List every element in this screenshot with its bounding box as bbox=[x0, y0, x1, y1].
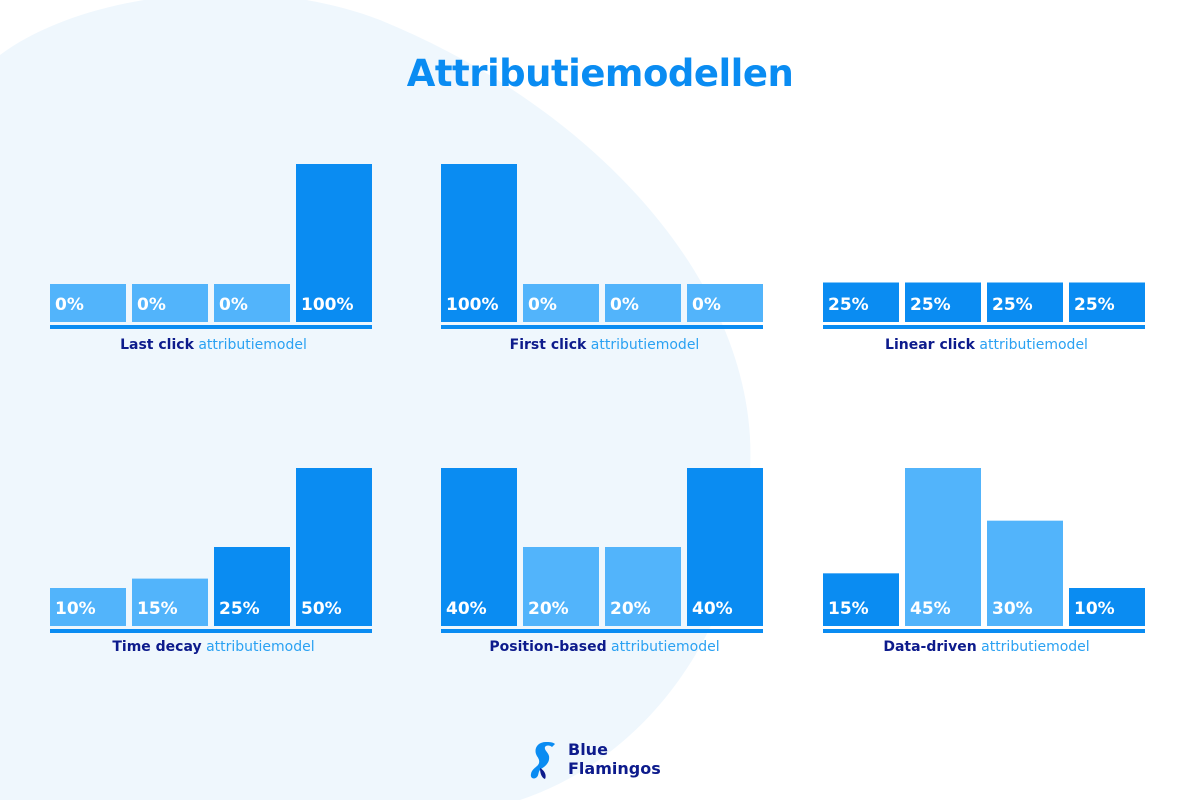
bar-value-label: 0% bbox=[55, 295, 84, 315]
chart-caption: Position-based attributiemodel bbox=[401, 639, 808, 655]
bar bbox=[823, 573, 899, 626]
bar bbox=[987, 282, 1063, 322]
bar-value-label: 25% bbox=[1074, 295, 1115, 315]
bar-value-label: 20% bbox=[610, 599, 651, 619]
caption-suffix: attributiemodel bbox=[606, 639, 720, 655]
bar-value-label: 0% bbox=[528, 295, 557, 315]
caption-model-name: First click bbox=[509, 337, 587, 353]
bar-value-label: 45% bbox=[910, 599, 951, 619]
chart-last-click: 0% 0% 0% 100% Last click attributiemodel bbox=[50, 148, 377, 368]
brand-line-1: Blue bbox=[568, 740, 608, 759]
bar bbox=[987, 520, 1063, 626]
bar-value-label: 10% bbox=[55, 599, 96, 619]
bar bbox=[1069, 588, 1145, 626]
bar bbox=[296, 164, 372, 322]
bar bbox=[605, 547, 681, 626]
brand-wordmark: Blue Flamingos bbox=[568, 740, 661, 778]
chart-position-based: 40% 20% 20% 40% Position-based attributiemo… bbox=[441, 452, 768, 672]
bar-value-label: 0% bbox=[137, 295, 166, 315]
bar-value-label: 25% bbox=[219, 599, 260, 619]
caption-suffix: attributiemodel bbox=[974, 337, 1088, 353]
bar-value-label: 15% bbox=[137, 599, 178, 619]
caption-model-name: Time decay bbox=[112, 639, 202, 655]
bar bbox=[523, 547, 599, 626]
baseline bbox=[441, 629, 763, 633]
caption-model-name: Position-based bbox=[489, 639, 607, 655]
caption-model-name: Last click bbox=[120, 337, 194, 353]
bar bbox=[214, 547, 290, 626]
bar-value-label: 30% bbox=[992, 599, 1033, 619]
bar bbox=[1069, 282, 1145, 322]
chart-first-click-plot: 100% 0% 0% 0% bbox=[441, 164, 763, 329]
bar bbox=[905, 468, 981, 626]
bar-value-label: 10% bbox=[1074, 599, 1115, 619]
bar bbox=[441, 164, 517, 322]
chart-last-click-plot: 0% 0% 0% 100% bbox=[50, 164, 372, 329]
flamingo-icon bbox=[530, 742, 555, 779]
chart-time-decay-plot: 10% 15% 25% 50% bbox=[50, 468, 372, 633]
baseline bbox=[441, 325, 763, 329]
caption-suffix: attributiemodel bbox=[193, 337, 307, 353]
bar bbox=[296, 468, 372, 626]
bar-value-label: 25% bbox=[910, 295, 951, 315]
baseline bbox=[823, 629, 1145, 633]
bar bbox=[523, 284, 599, 322]
chart-time-decay: 10% 15% 25% 50% Time decay attributiemodel bbox=[50, 452, 377, 672]
bar bbox=[905, 282, 981, 322]
chart-caption: Data-driven attributiemodel bbox=[783, 639, 1190, 655]
baseline bbox=[823, 325, 1145, 329]
bar bbox=[214, 284, 290, 322]
baseline bbox=[50, 325, 372, 329]
chart-linear-click: 25% 25% 25% 25% Linear click attributiemode… bbox=[823, 148, 1150, 368]
caption-suffix: attributiemodel bbox=[201, 639, 315, 655]
bar-value-label: 25% bbox=[992, 295, 1033, 315]
bar-value-label: 25% bbox=[828, 295, 869, 315]
bar bbox=[50, 284, 126, 322]
chart-caption: Time decay attributiemodel bbox=[10, 639, 417, 655]
bar-value-label: 0% bbox=[219, 295, 248, 315]
brand-line-2: Flamingos bbox=[568, 759, 661, 778]
bar-value-label: 40% bbox=[446, 599, 487, 619]
bar-value-label: 0% bbox=[610, 295, 639, 315]
bar bbox=[132, 578, 208, 626]
chart-data-driven: 15% 45% 30% 10% Data-driven attributiemodel bbox=[823, 452, 1150, 672]
bar bbox=[441, 468, 517, 626]
bar bbox=[687, 284, 763, 322]
bar bbox=[132, 284, 208, 322]
caption-suffix: attributiemodel bbox=[976, 639, 1090, 655]
bar-value-label: 100% bbox=[301, 295, 354, 315]
bar-value-label: 50% bbox=[301, 599, 342, 619]
chart-caption: Last click attributiemodel bbox=[10, 337, 417, 353]
bar-value-label: 20% bbox=[528, 599, 569, 619]
caption-model-name: Linear click bbox=[885, 337, 975, 353]
baseline bbox=[50, 629, 372, 633]
bar-value-label: 40% bbox=[692, 599, 733, 619]
page-title: Attributiemodellen bbox=[406, 52, 794, 95]
caption-model-name: Data-driven bbox=[883, 639, 977, 655]
bar bbox=[823, 282, 899, 322]
brand-logo: Blue Flamingos bbox=[528, 738, 678, 784]
bar bbox=[687, 468, 763, 626]
bar bbox=[605, 284, 681, 322]
bar bbox=[50, 588, 126, 626]
caption-suffix: attributiemodel bbox=[586, 337, 700, 353]
chart-position-based-plot: 40% 20% 20% 40% bbox=[441, 468, 763, 633]
chart-first-click: 100% 0% 0% 0% First click attributiemodel bbox=[441, 148, 768, 368]
bar-value-label: 100% bbox=[446, 295, 499, 315]
chart-linear-click-plot: 25% 25% 25% 25% bbox=[823, 282, 1145, 329]
bar-value-label: 15% bbox=[828, 599, 869, 619]
chart-caption: Linear click attributiemodel bbox=[783, 337, 1190, 353]
chart-data-driven-plot: 15% 45% 30% 10% bbox=[823, 468, 1145, 633]
chart-caption: First click attributiemodel bbox=[401, 337, 808, 353]
bar-value-label: 0% bbox=[692, 295, 721, 315]
